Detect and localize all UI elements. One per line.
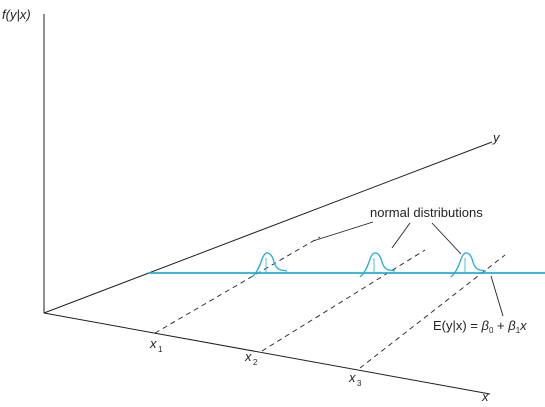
x2-label-sub: 2	[253, 358, 258, 367]
dashed-guide-x2	[261, 249, 426, 352]
x3-label: x 3	[348, 370, 362, 388]
eq-beta0-sub: 0	[489, 326, 494, 335]
regression-equation: E(y|x) = β0 + β1x	[433, 318, 527, 335]
x3-label-sub: 3	[357, 379, 362, 388]
x-axis	[43, 312, 491, 395]
axes	[43, 14, 493, 395]
eq-beta1: β	[507, 318, 516, 333]
pointer-dist-3	[431, 222, 462, 255]
normal-curve-x1	[251, 252, 288, 278]
dashed-guides	[154, 236, 506, 369]
pointer-dist-1	[312, 221, 374, 242]
x-axis-label: x	[481, 389, 489, 402]
normal-distributions-label: normal distributions	[370, 205, 483, 220]
eq-plus: +	[493, 318, 508, 333]
pointer-dist-2	[391, 222, 411, 249]
eq-x: x	[519, 318, 527, 333]
eq-lhs: E(y|x) =	[433, 318, 482, 333]
x1-label: x 1	[149, 336, 163, 354]
x1-label-sub: 1	[158, 345, 163, 354]
x3-label-base: x	[348, 370, 356, 385]
eq-beta0: β	[481, 318, 490, 333]
normal-curve-x2	[359, 252, 396, 278]
x1-label-base: x	[149, 336, 157, 351]
depth-axis-y	[43, 141, 493, 314]
eq-beta1-sub: 1	[516, 326, 521, 335]
pointer-regression-line	[490, 275, 504, 317]
normal-curves	[251, 252, 487, 278]
dashed-guide-x1	[154, 236, 321, 334]
x2-label-base: x	[244, 349, 252, 364]
depth-axis-label: y	[492, 130, 501, 145]
pointer-lines	[312, 221, 504, 317]
dashed-guide-x3	[359, 254, 506, 369]
x2-label: x 2	[244, 349, 258, 367]
normal-curve-x3	[450, 252, 487, 278]
vertical-axis-label: f(y|x)	[2, 7, 31, 22]
